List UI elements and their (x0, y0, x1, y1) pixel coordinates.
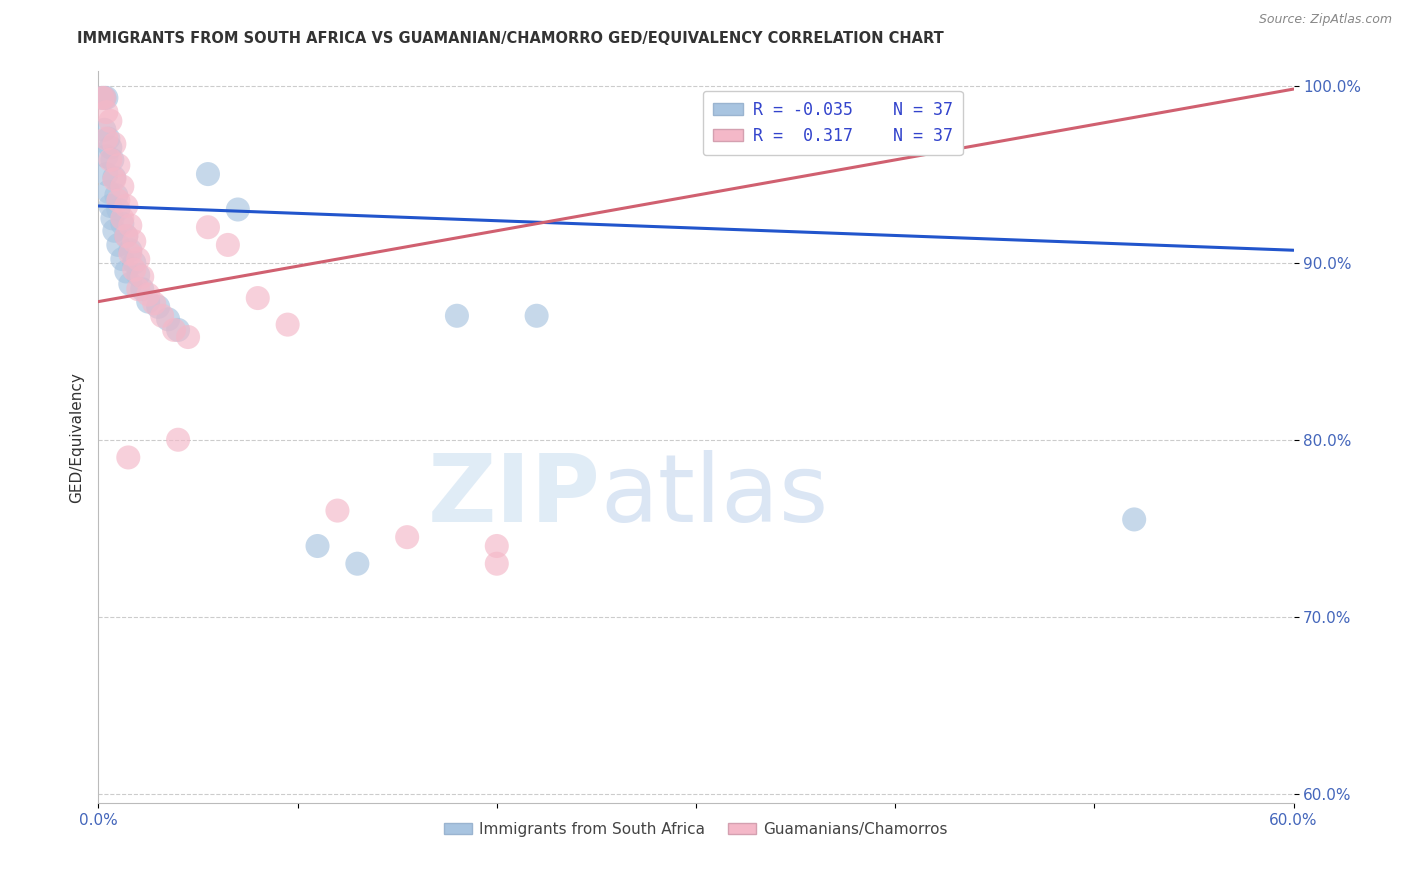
Point (396, 530, 419, 544)
Point (115, 199, 138, 213)
Point (97, 131, 120, 145)
Point (277, 318, 299, 332)
Point (124, 235, 146, 249)
Point (177, 330, 200, 344)
Point (91, 91, 114, 105)
Point (157, 312, 180, 326)
Point (131, 269, 153, 284)
Point (127, 282, 149, 296)
Point (96, 149, 118, 163)
Point (124, 255, 146, 269)
Point (103, 224, 125, 238)
Text: atlas: atlas (600, 450, 828, 541)
Point (120, 277, 142, 291)
Point (120, 247, 142, 261)
Point (101, 211, 124, 226)
Point (526, 309, 548, 323)
Point (197, 220, 219, 235)
Point (96, 91, 118, 105)
Point (167, 323, 190, 337)
Point (148, 300, 170, 314)
Point (107, 194, 129, 208)
Point (226, 202, 249, 217)
Legend: Immigrants from South Africa, Guamanians/Chamorros: Immigrants from South Africa, Guamanians… (439, 815, 953, 843)
Point (96, 105, 118, 120)
Point (150, 309, 173, 323)
Point (107, 202, 129, 217)
Point (485, 539, 508, 553)
Point (93, 123, 115, 137)
Point (127, 252, 149, 266)
Point (120, 219, 142, 233)
Point (107, 158, 129, 172)
Point (167, 433, 190, 447)
Point (124, 262, 146, 277)
Point (96, 131, 118, 145)
Point (103, 136, 125, 151)
Point (136, 287, 159, 301)
Point (115, 264, 138, 278)
Point (346, 557, 368, 571)
Point (246, 291, 269, 305)
Point (485, 557, 508, 571)
Text: ZIP: ZIP (427, 450, 600, 541)
Point (115, 229, 138, 244)
Point (98, 153, 122, 167)
Point (117, 450, 139, 465)
Point (143, 296, 166, 310)
Point (98, 140, 122, 154)
Point (103, 172, 125, 186)
Text: IMMIGRANTS FROM SOUTH AFRICA VS GUAMANIAN/CHAMORRO GED/EQUIVALENCY CORRELATION C: IMMIGRANTS FROM SOUTH AFRICA VS GUAMANIA… (77, 31, 943, 46)
Point (98, 199, 122, 213)
Point (101, 153, 124, 167)
Point (115, 229, 138, 244)
Point (163, 323, 186, 337)
Point (93, 91, 115, 105)
Point (111, 252, 134, 266)
Point (105, 188, 128, 202)
Point (97, 185, 120, 199)
Point (103, 170, 125, 185)
Point (120, 244, 142, 258)
Point (107, 238, 129, 252)
Text: Source: ZipAtlas.com: Source: ZipAtlas.com (1258, 13, 1392, 27)
Point (1123, 512, 1146, 526)
Point (136, 294, 159, 309)
Y-axis label: GED/Equivalency: GED/Equivalency (69, 372, 84, 502)
Point (197, 167, 219, 181)
Point (111, 217, 134, 231)
Point (96, 167, 118, 181)
Point (307, 539, 329, 553)
Point (127, 268, 149, 282)
Point (446, 309, 468, 323)
Point (111, 211, 134, 226)
Point (93, 91, 115, 105)
Point (131, 282, 153, 296)
Point (91, 91, 114, 105)
Point (111, 179, 134, 194)
Point (326, 503, 349, 517)
Point (217, 238, 239, 252)
Point (98, 114, 122, 128)
